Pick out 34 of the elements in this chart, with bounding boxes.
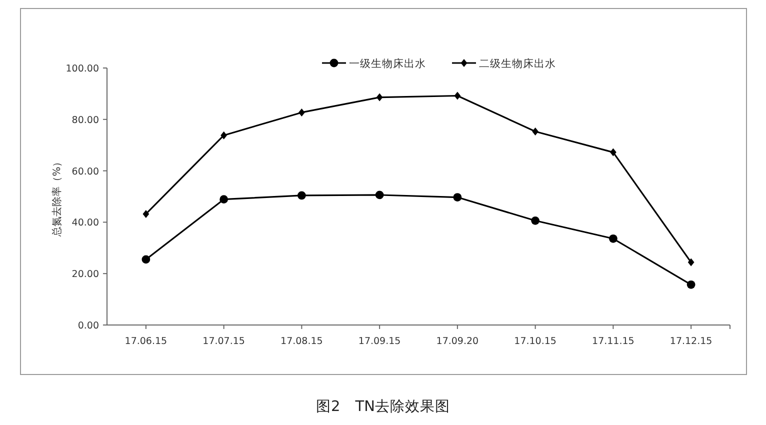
point: [608, 234, 618, 243]
legend-label: 二级生物床出水: [479, 57, 556, 70]
x-tick-label: 17.12.15: [670, 336, 712, 347]
point: [532, 127, 539, 136]
text: 图2 TN去除效果图: [316, 398, 450, 415]
x-tick-label: 17.11.15: [592, 336, 634, 347]
point: [220, 131, 228, 140]
point: [375, 190, 384, 200]
y-tick-label: 0.00: [78, 320, 99, 332]
x-tick-label: 17.07.15: [202, 336, 245, 347]
x-tick-label: 17.06.15: [124, 336, 168, 347]
legend-label: 一级生物床出水: [349, 57, 426, 70]
point: [142, 255, 150, 264]
point: [376, 93, 383, 102]
point: [142, 210, 150, 218]
point: [688, 258, 694, 266]
point: [453, 193, 462, 202]
point: [454, 92, 461, 100]
point: [220, 195, 228, 204]
y-tick-label: 80.00: [72, 114, 99, 126]
point: [297, 191, 306, 200]
y-tick-label: 40.00: [72, 218, 99, 229]
y-tick-label: 20.00: [72, 269, 99, 280]
point: [686, 280, 696, 289]
y-axis-title: 总氮去除率（%）: [51, 156, 63, 238]
point: [298, 108, 305, 116]
x-tick-label: 17.09.20: [436, 336, 479, 347]
point: [610, 148, 616, 156]
x-tick-label: 17.08.15: [280, 336, 323, 347]
point: [531, 216, 540, 225]
y-tick-label: 100.00: [66, 64, 99, 74]
x-tick-label: 17.10.15: [514, 336, 556, 347]
x-tick-label: 17.09.15: [358, 336, 401, 347]
y-tick-label: 60.00: [72, 166, 99, 178]
